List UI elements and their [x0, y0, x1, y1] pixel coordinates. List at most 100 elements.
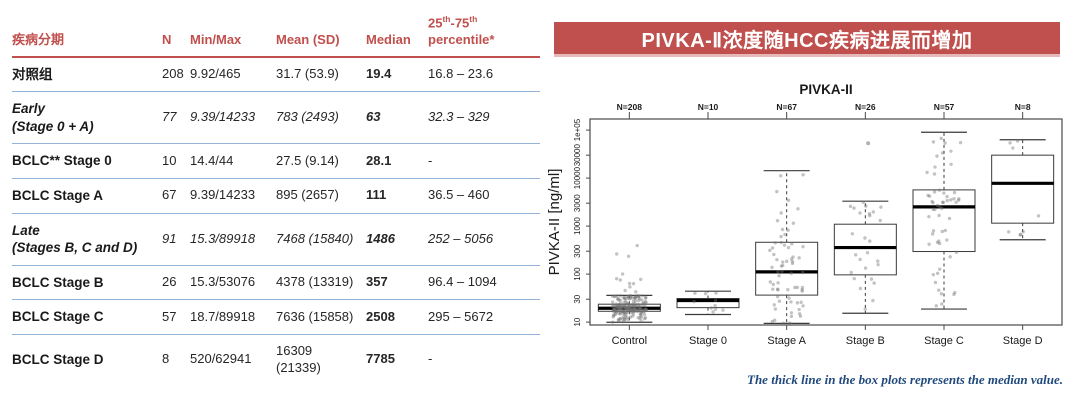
sample-point — [630, 308, 634, 313]
sample-point — [635, 294, 640, 298]
sample-point — [629, 307, 633, 311]
col-header-minmax: Min/Max — [190, 31, 242, 47]
sample-point — [801, 173, 805, 177]
sample-point — [624, 300, 628, 305]
cell-stage: BCLC Stage D — [12, 334, 162, 384]
y-tick-label: 3000 — [573, 194, 582, 212]
cell-minmax: 9.39/14233 — [190, 109, 256, 125]
sample-point — [644, 308, 648, 312]
y-tick-label: 1e+05 — [573, 118, 582, 141]
sample-point — [622, 311, 626, 316]
sample-point — [614, 304, 619, 309]
sample-point — [935, 271, 940, 276]
sample-point — [937, 288, 941, 292]
sample-point — [622, 310, 626, 314]
cell-mean: 16309 (21339) — [276, 342, 321, 375]
sample-point — [930, 199, 934, 204]
sample-point — [618, 317, 622, 321]
sample-point — [1036, 214, 1041, 218]
sample-point — [793, 285, 797, 290]
table-header-row: 疾病分期 N Min/Max Mean (SD) Median 25th-75t… — [12, 10, 540, 57]
sample-point — [780, 227, 785, 232]
sample-point — [644, 307, 648, 311]
sample-point — [633, 308, 637, 312]
sample-point — [617, 302, 622, 307]
sample-point — [773, 307, 778, 311]
sample-point — [615, 309, 619, 313]
sample-point — [633, 308, 637, 312]
sample-point — [721, 308, 725, 312]
sample-point — [625, 307, 629, 311]
sample-point — [630, 296, 635, 300]
sample-point — [623, 305, 628, 309]
sample-point — [926, 193, 930, 198]
sample-point — [638, 313, 643, 318]
sample-point — [624, 307, 629, 311]
cell-percentile: - — [428, 351, 433, 367]
sample-point — [612, 308, 617, 312]
sample-point — [786, 198, 791, 203]
sample-point — [931, 229, 936, 233]
sample-point — [613, 312, 618, 316]
stage-name-line1: Late — [12, 222, 40, 238]
sample-point — [931, 272, 936, 277]
sample-point — [868, 213, 872, 218]
sample-point — [626, 305, 631, 310]
sample-point — [628, 306, 632, 310]
sample-point — [800, 289, 804, 293]
sample-point — [790, 242, 794, 246]
sample-point — [633, 307, 637, 311]
sample-point — [785, 259, 789, 264]
sample-point — [627, 309, 632, 313]
sample-point — [642, 312, 647, 317]
sample-point — [627, 307, 632, 311]
col-header-mean: Mean (SD) — [276, 31, 340, 47]
cell-stage: BCLC Stage C — [12, 300, 162, 335]
sample-point — [858, 257, 862, 262]
sample-point — [622, 304, 627, 308]
sample-point — [624, 312, 628, 317]
sample-point — [713, 307, 718, 311]
sample-point — [633, 303, 637, 307]
sample-point — [636, 316, 640, 320]
sample-point — [616, 305, 621, 309]
cell-percentile: 96.4 – 1094 — [428, 273, 497, 289]
sample-point — [952, 292, 956, 297]
sample-point — [940, 229, 944, 234]
sample-point — [628, 297, 632, 301]
sample-point — [617, 298, 621, 302]
cell-stage: 对照组 — [12, 57, 162, 92]
sample-point — [629, 303, 633, 307]
sample-point — [637, 294, 641, 299]
sample-point — [619, 303, 623, 308]
sample-point — [613, 294, 618, 298]
sample-point — [639, 310, 644, 314]
sample-point — [612, 306, 616, 311]
sample-point — [925, 170, 929, 175]
sample-point — [791, 255, 795, 259]
n-label: N=67 — [776, 102, 797, 112]
cell-mean: 895 (2657) — [276, 187, 339, 203]
sample-point — [1021, 229, 1025, 234]
sample-point — [616, 297, 620, 301]
sample-point — [634, 306, 638, 310]
sample-point — [623, 298, 627, 303]
sample-point — [638, 297, 642, 301]
sample-point — [795, 301, 800, 305]
stage-name-line1: BCLC Stage B — [12, 274, 104, 290]
sample-point — [638, 303, 642, 307]
sample-point — [800, 270, 805, 275]
sample-point — [633, 294, 638, 299]
sample-point — [779, 240, 783, 245]
table-row: BCLC** Stage 0 10 14.4/44 27.5 (9.14) 28.1 - — [12, 143, 540, 179]
sample-point — [927, 214, 931, 219]
sample-point — [635, 243, 639, 248]
sample-point — [638, 316, 642, 321]
sample-point — [938, 267, 942, 271]
sample-point — [633, 307, 637, 311]
sample-point — [947, 216, 952, 221]
table-row: BCLC Stage D 8 520/62941 16309 (21339) 7785 - — [12, 334, 540, 384]
sample-point — [927, 242, 931, 246]
sample-point — [639, 311, 643, 316]
outlier-point — [866, 141, 871, 146]
